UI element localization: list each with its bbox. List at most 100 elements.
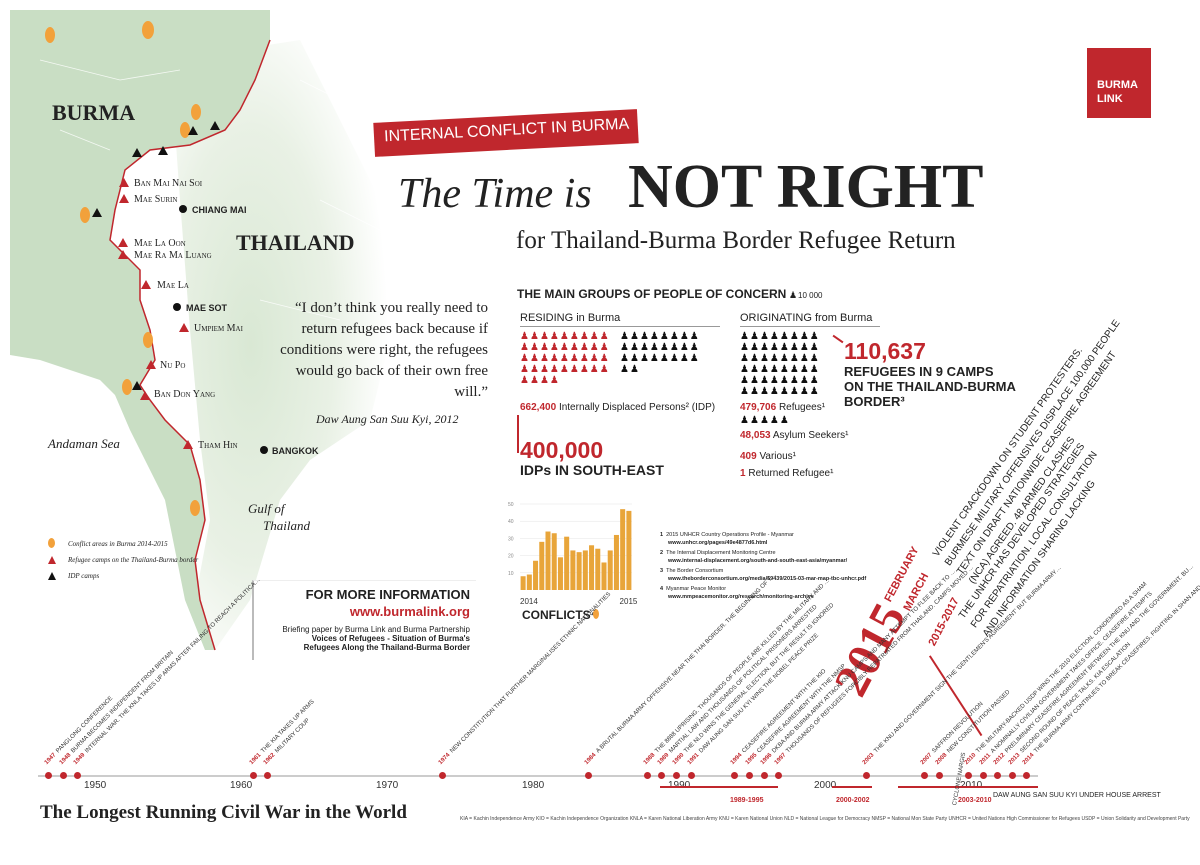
abbreviations: KIA = Kachin Independence Army KIO = Kac… xyxy=(460,816,1190,822)
conflict-bar xyxy=(570,550,576,590)
source-url[interactable]: www.unhcr.org/pages/49e4877d6.html xyxy=(668,539,768,546)
title-part2: NOT RIGHT xyxy=(628,153,984,221)
event-year: 2007 xyxy=(919,752,934,766)
person-icon: ♟ xyxy=(779,375,789,386)
camp-umpiem-mai: Umpiem Mai xyxy=(194,323,243,334)
timeline-dot[interactable] xyxy=(658,772,666,779)
timeline-dot[interactable] xyxy=(921,772,929,779)
person-icon: ♟ xyxy=(599,364,609,375)
info-box: FOR MORE INFORMATION www.burmalink.org B… xyxy=(252,580,476,660)
event-year: 1989 xyxy=(657,752,671,766)
person-icon: ♟ xyxy=(759,364,769,375)
person-icon: ♟ xyxy=(769,386,779,397)
person-icon: ♟ xyxy=(749,353,759,364)
various-label: Various¹ xyxy=(759,451,796,462)
source-url[interactable]: www.internal-displacement.org/south-and-… xyxy=(668,557,848,564)
conflict-bar xyxy=(539,541,545,590)
person-icon: ♟ xyxy=(559,353,569,364)
event-text: THE BURMA ARMY CONTINUES TO BREAK CEASEF… xyxy=(1033,570,1200,755)
label-thailand: THAILAND xyxy=(236,230,355,255)
y-tick-label: 50 xyxy=(508,502,514,508)
person-icon: ♟ xyxy=(779,331,789,342)
person-icon: ♟ xyxy=(740,386,749,397)
camp-mae-surin: Mae Surin xyxy=(134,194,178,205)
residing-divider xyxy=(520,326,720,327)
person-icon: ♟ xyxy=(809,331,819,342)
person-icon: ♟ xyxy=(649,331,659,342)
conflict-bar xyxy=(620,509,626,590)
timeline-dot[interactable] xyxy=(935,772,943,779)
timeline-dot[interactable] xyxy=(1008,772,1016,779)
person-icon: ♟ xyxy=(759,342,769,353)
source-url[interactable]: www.mmpeacemonitor.org/research/monitori… xyxy=(668,593,814,600)
timeline-dot[interactable] xyxy=(994,772,1002,779)
burma-link-logo[interactable]: BURMA LINK xyxy=(1087,48,1151,118)
originating-head: ORIGINATING from Burma xyxy=(740,312,873,324)
timeline-event: 2014THE BURMA ARMY CONTINUES TO BREAK CE… xyxy=(1022,571,1200,766)
timeline-dot[interactable] xyxy=(59,772,67,779)
source-url[interactable]: www.theborderconsortium.org/media/59439/… xyxy=(668,575,867,582)
camp-mae-la-oon: Mae La Oon xyxy=(134,238,186,249)
event-year: 1991 xyxy=(686,752,701,766)
timeline-dot[interactable] xyxy=(979,772,987,779)
timeline-dot[interactable] xyxy=(731,772,739,779)
event-year: 1995 xyxy=(744,752,759,766)
info-url[interactable]: www.burmalink.org xyxy=(349,604,470,619)
range-1989-label: 1989-1995 xyxy=(730,797,764,804)
conflict-bar xyxy=(601,562,607,590)
timeline-dot[interactable] xyxy=(760,772,768,779)
various-value: 409 xyxy=(740,451,757,462)
y-tick-label: 40 xyxy=(508,519,514,525)
timeline-dot[interactable] xyxy=(249,772,257,779)
person-icon: ♟ xyxy=(520,375,529,386)
timeline-dot[interactable] xyxy=(264,772,272,779)
timeline-dot[interactable] xyxy=(673,772,680,779)
person-icon: ♟ xyxy=(569,342,579,353)
label-andaman-sea: Andaman Sea xyxy=(48,436,120,451)
timeline-dot[interactable] xyxy=(439,772,447,779)
refugee-people: ♟ ♟ ♟ ♟ ♟ ♟ ♟ ♟ ♟ ♟ ♟ ♟ ♟ ♟ ♟ ♟ ♟ ♟ ♟ ♟ ♟ ♟ ♟ ♟ ♟ ♟ ♟ ♟ ♟ ♟ ♟ ♟ ♟ ♟ ♟ ♟ ♟ ♟ ♟ ♟… xyxy=(740,332,826,397)
timeline-dot[interactable] xyxy=(687,772,695,779)
person-icon: ♟ xyxy=(599,342,609,353)
city-dots xyxy=(173,205,268,454)
asylum-row: 48,053 Asylum Seekers¹ xyxy=(740,430,848,441)
timeline-dot[interactable] xyxy=(585,772,593,779)
camp-nu-po: Nu Po xyxy=(160,360,186,371)
timeline-dot[interactable] xyxy=(862,772,870,779)
person-icon: ♟ xyxy=(769,342,779,353)
conflict-bar xyxy=(545,531,551,590)
timeline-dot[interactable] xyxy=(746,772,753,779)
timeline-dot[interactable] xyxy=(643,772,651,779)
red-triangle-icon xyxy=(48,556,56,564)
person-icon: ♟ xyxy=(749,375,759,386)
person-icon: ♟ xyxy=(549,353,559,364)
timeline-dot[interactable] xyxy=(775,772,783,779)
unit-label: 10 000 xyxy=(798,291,823,300)
person-icon: ♟ xyxy=(589,342,599,353)
legend-camps: Refugee camps on the Thailand-Burma bord… xyxy=(68,556,199,564)
axis-year-label: 1990 xyxy=(668,780,690,791)
range-2000-label: 2000-2002 xyxy=(836,797,870,804)
source-title: 2 The Internal Displacement Monitoring C… xyxy=(660,550,776,556)
axis-year-label: 1970 xyxy=(376,780,399,791)
flame-icon xyxy=(48,538,55,548)
timeline-dot[interactable] xyxy=(965,772,972,779)
person-icon: ♟ xyxy=(569,364,579,375)
legend-conflict: Conflict areas in Burma 2014-2015 xyxy=(68,540,168,548)
person-icon: ♟ xyxy=(789,375,799,386)
timeline-dot[interactable] xyxy=(1023,772,1031,779)
person-icon: ♟ xyxy=(569,331,579,342)
person-icon: ♟ xyxy=(759,375,769,386)
refugees-value: 479,706 xyxy=(740,402,777,413)
person-icon: ♟ xyxy=(689,353,699,364)
originating-divider xyxy=(740,326,880,327)
person-icon: ♟ xyxy=(639,353,649,364)
black-triangle-icon xyxy=(48,572,56,580)
quote-author: Daw Aung San Suu Kyi, 2012 xyxy=(316,412,459,426)
residing-head: RESIDING in Burma xyxy=(520,312,621,324)
person-icon: ♟ xyxy=(659,342,669,353)
person-icon: ♟ xyxy=(740,353,749,364)
timeline-dot[interactable] xyxy=(45,772,53,779)
timeline-dot[interactable] xyxy=(74,772,82,779)
person-icon: ♟ xyxy=(559,364,569,375)
